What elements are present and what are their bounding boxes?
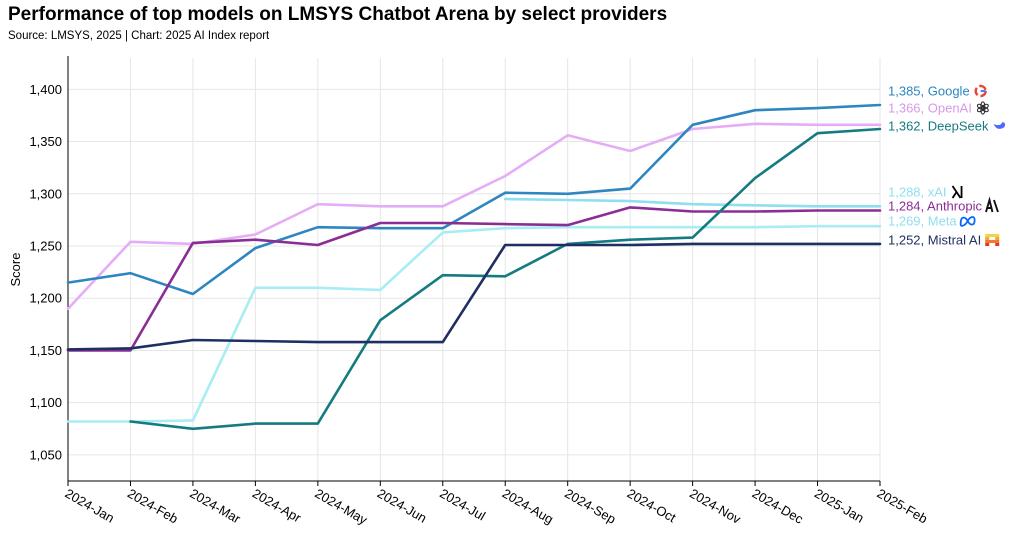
xai-icon [951,185,963,199]
x-tick-label: 2024-Dec [750,486,807,527]
end-label-mistral-ai: 1,252, Mistral AI [888,233,1000,248]
x-tick-label: 2024-Mar [187,486,243,527]
series-line-meta [66,224,882,423]
end-label-meta: 1,269, Meta [888,214,976,229]
deepseek-whale [993,122,1006,129]
x-tick-label: 2024-Aug [500,486,556,527]
grid-layer [67,58,881,481]
end-label-text: 1,362, DeepSeek [888,119,989,134]
y-tick-label: 1,400 [29,82,62,97]
x-tick-label: 2024-May [312,486,370,528]
series-layer [66,103,882,431]
end-label-text: 1,284, Anthropic [888,199,982,214]
openai-petal [976,103,985,110]
end-label-anthropic: 1,284, Anthropic [888,196,999,214]
axis-layer: 1,050 1,100 1,150 1,200 1,250 1,300 1,350 1,400… [8,56,930,528]
series-line-anthropic [66,206,882,352]
end-label-xai: 1,288, xAI [888,185,963,200]
mistral-stripe [985,234,1000,237]
x-tick-label: 2024-Nov [687,486,744,527]
mistral-stripe [985,240,1000,243]
end-label-layer: 1,385, Google 1,366, OpenAI 1,362, DeepSee… [888,84,1006,248]
x-tick-label: 2024-Jan [63,486,117,526]
x-tick-label: 2024-Sep [562,486,618,527]
y-tick-label: 1,300 [29,186,62,201]
deepseek-icon [993,122,1006,129]
x-tick-label: 2024-Jun [375,486,429,526]
mistral-icon [985,234,1000,246]
y-tick-label: 1,200 [29,291,62,306]
series-line-xai [503,197,882,208]
series-line-mistral-ai [66,242,882,351]
y-tick-label: 1,250 [29,239,62,254]
openai-icon [976,101,989,115]
y-tick-label: 1,050 [29,447,62,462]
end-label-openai: 1,366, OpenAI [888,101,989,116]
meta-infinity [959,216,976,227]
series-line-google [66,103,882,296]
series-line-deepseek [129,127,882,431]
end-label-text: 1,288, xAI [888,185,947,200]
x-tick-label: 2025-Feb [875,486,931,527]
anthropic-mark [985,196,999,213]
end-label-google: 1,385, Google [888,84,987,99]
xai-stroke-b [951,191,958,199]
google-icon [974,84,987,98]
anthropic-icon [985,196,999,213]
y-tick-label: 1,350 [29,134,62,149]
y-tick-label: 1,150 [29,343,62,358]
y-tick-label: 1,100 [29,395,62,410]
x-tick-label: 2024-Jul [437,486,488,524]
mistral-notch [989,237,996,240]
chart-title: Performance of top models on LMSYS Chatb… [8,4,668,25]
chart-source: Source: LMSYS, 2025 | Chart: 2025 AI Ind… [8,30,270,42]
end-label-deepseek: 1,362, DeepSeek [888,119,1006,134]
x-tick-label: 2024-Oct [625,486,679,526]
x-tick-label: 2025-Jan [812,486,866,526]
end-label-text: 1,252, Mistral AI [888,233,981,248]
end-label-text: 1,385, Google [888,84,970,99]
y-axis-label: Score [8,253,23,287]
x-tick-label: 2024-Apr [250,486,304,526]
end-label-text: 1,269, Meta [888,214,957,229]
meta-icon [959,216,976,227]
mistral-notch [989,243,996,246]
x-tick-label: 2024-Feb [125,486,181,527]
series-line-openai [66,122,882,310]
end-label-text: 1,366, OpenAI [888,101,972,116]
